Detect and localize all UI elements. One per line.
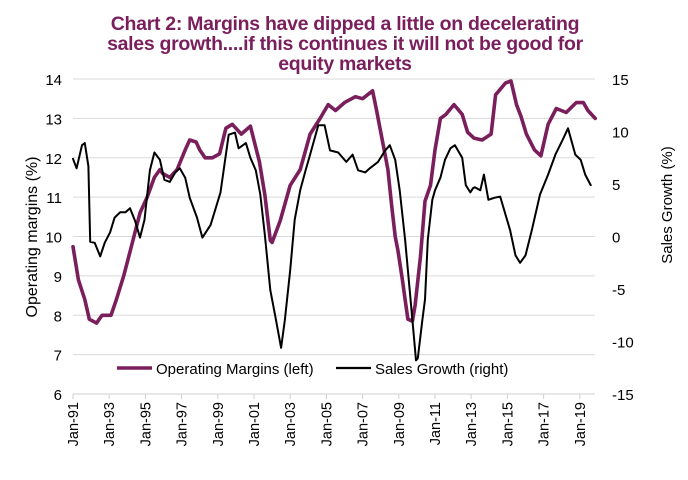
y2-tick-label: -5: [612, 282, 625, 299]
y-tick-label: 6: [54, 387, 62, 404]
chart-title-line-2: sales growth....if this continues it wil…: [107, 33, 583, 55]
x-tick-label: Jan-99: [211, 402, 227, 446]
y-tick-label: 12: [45, 151, 62, 168]
y2-tick-label: 5: [612, 177, 620, 194]
y-tick-label: 13: [45, 111, 62, 128]
x-tick-label: Jan-97: [175, 402, 191, 446]
y2-axis-label: Sales Growth (%): [659, 146, 676, 264]
series-line-operating-margins: [71, 79, 597, 325]
y-tick-label: 11: [46, 190, 62, 207]
y-axis-label: Operating margins (%): [24, 157, 41, 318]
x-axis: Jan-91 Jan-93 Jan-95 Jan-97 Jan-99 Jan-01 Jan-…: [66, 394, 589, 446]
x-tick-label: Jan-15: [500, 402, 516, 446]
x-tick-label: Jan-07: [356, 402, 372, 446]
y2-tick-label: -15: [612, 387, 634, 404]
x-tick-label: Jan-19: [573, 402, 589, 446]
right-axis-ticks: -15 -10 -5 0 5 10 15: [612, 72, 634, 404]
x-tick-label: Jan-03: [283, 402, 299, 446]
gridlines: [73, 78, 595, 395]
legend-label-sales-growth: Sales Growth (right): [375, 361, 508, 378]
y-tick-label: 14: [45, 72, 62, 89]
y2-tick-label: 15: [612, 72, 629, 89]
chart-title-line-3: equity markets: [278, 53, 412, 75]
x-tick-label: Jan-91: [66, 402, 82, 446]
legend: Operating Margins (left) Sales Growth (r…: [117, 361, 508, 378]
y2-tick-label: -10: [612, 335, 634, 352]
y2-tick-label: 10: [612, 125, 629, 142]
series-line-sales-growth: [72, 124, 592, 362]
legend-label-operating-margins: Operating Margins (left): [156, 361, 314, 378]
chart-title: Chart 2: Margins have dipped a little on…: [60, 14, 630, 74]
x-tick-label: Jan-95: [138, 402, 154, 446]
left-axis-ticks: 6 7 8 9 10 11 12 13 14: [45, 72, 62, 404]
series-lines: [71, 79, 597, 362]
chart-title-line-1: Chart 2: Margins have dipped a little on…: [110, 13, 580, 35]
x-tick-label: Jan-13: [464, 402, 480, 446]
x-tick-label: Jan-05: [319, 402, 335, 446]
y-tick-label: 10: [45, 230, 62, 247]
x-tick-label: Jan-93: [102, 402, 118, 446]
x-tick-label: Jan-09: [392, 402, 408, 446]
x-tick-label: Jan-01: [247, 402, 263, 446]
x-tick-label: Jan-11: [428, 402, 444, 445]
y-tick-label: 8: [54, 308, 62, 325]
y2-tick-label: 0: [612, 230, 620, 247]
y-tick-label: 9: [54, 269, 62, 286]
x-tick-label: Jan-17: [537, 402, 553, 446]
y-tick-label: 7: [54, 348, 62, 365]
